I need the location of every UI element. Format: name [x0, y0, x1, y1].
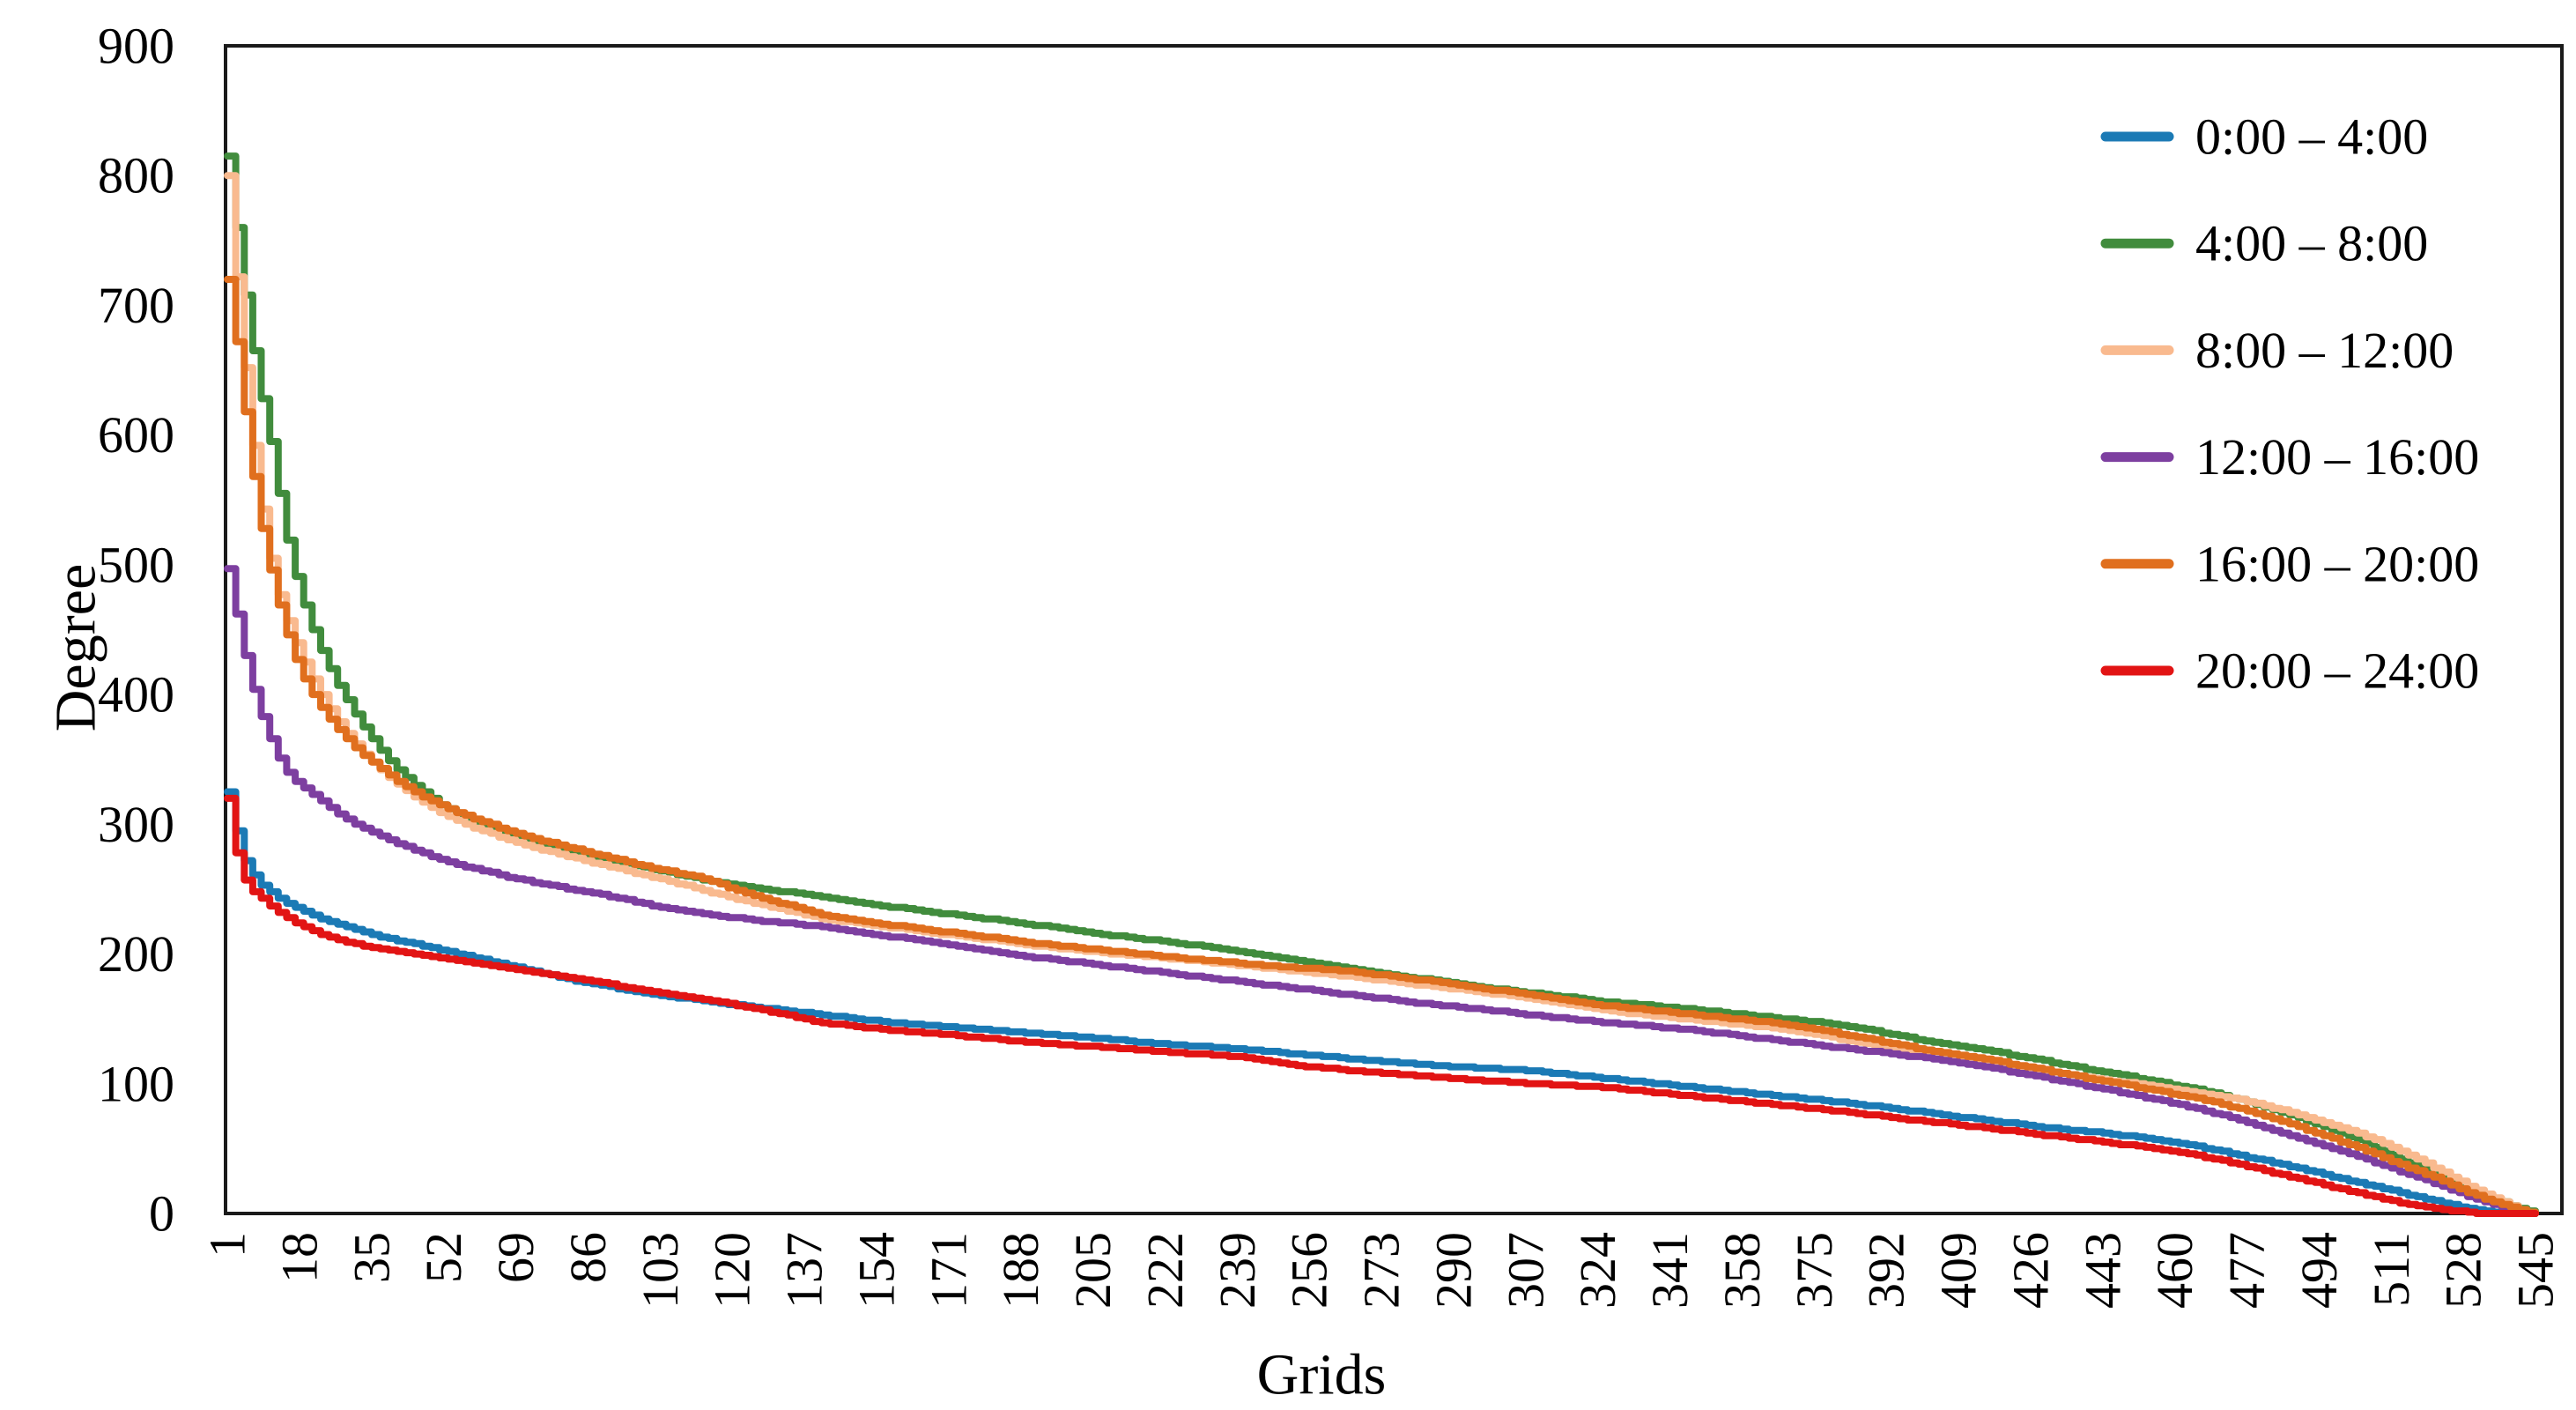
y-tick-500: 500 [98, 536, 174, 593]
y-tick-600: 600 [98, 406, 174, 464]
x-tick-324: 324 [1569, 1232, 1626, 1309]
y-tick-100: 100 [98, 1055, 174, 1112]
y-tick-300: 300 [98, 796, 174, 853]
x-tick-460: 460 [2146, 1232, 2203, 1309]
y-axis-tick-labels: 0 100 200 300 400 500 600 700 800 900 [98, 18, 174, 1243]
x-tick-477: 477 [2218, 1232, 2276, 1309]
legend-label: 12:00 – 16:00 [2195, 428, 2479, 486]
x-tick-205: 205 [1064, 1232, 1121, 1309]
x-tick-188: 188 [992, 1232, 1049, 1309]
legend-label: 4:00 – 8:00 [2195, 215, 2428, 272]
x-tick-426: 426 [2002, 1232, 2059, 1309]
legend-row-6: 20:00 – 24:00 [2100, 642, 2479, 700]
x-tick-137: 137 [776, 1232, 833, 1309]
x-tick-154: 154 [848, 1232, 905, 1309]
x-tick-511: 511 [2363, 1232, 2420, 1307]
x-tick-341: 341 [1641, 1232, 1699, 1309]
y-tick-900: 900 [98, 18, 174, 75]
series-line-4 [224, 565, 2539, 1217]
x-tick-443: 443 [2074, 1232, 2131, 1309]
legend-row-4: 12:00 – 16:00 [2100, 428, 2479, 486]
x-tick-171: 171 [920, 1232, 977, 1309]
legend-row-3: 8:00 – 12:00 [2100, 322, 2454, 379]
x-tick-273: 273 [1353, 1232, 1410, 1309]
x-tick-222: 222 [1136, 1232, 1194, 1309]
x-axis-title: Grids [1257, 1343, 1387, 1407]
x-tick-120: 120 [704, 1232, 761, 1309]
y-tick-200: 200 [98, 925, 174, 983]
x-tick-545: 545 [2507, 1232, 2565, 1309]
x-tick-35: 35 [343, 1232, 400, 1283]
legend-label: 20:00 – 24:00 [2195, 642, 2479, 700]
x-tick-290: 290 [1425, 1232, 1482, 1309]
x-tick-1: 1 [199, 1232, 256, 1258]
x-tick-18: 18 [270, 1232, 328, 1283]
series-lines [224, 152, 2539, 1217]
legend-label: 0:00 – 4:00 [2195, 108, 2428, 166]
legend-row-5: 16:00 – 20:00 [2100, 535, 2479, 592]
y-tick-800: 800 [98, 147, 174, 204]
y-tick-700: 700 [98, 277, 174, 334]
y-axis-title: Degree [44, 564, 108, 732]
y-tick-400: 400 [98, 666, 174, 724]
x-tick-494: 494 [2291, 1232, 2348, 1309]
x-tick-409: 409 [1930, 1232, 1988, 1309]
x-tick-375: 375 [1786, 1232, 1843, 1309]
x-tick-52: 52 [415, 1232, 472, 1283]
legend: 0:00 – 4:00 4:00 – 8:00 8:00 – 12:00 12:00 … [2100, 108, 2479, 700]
legend-label: 8:00 – 12:00 [2195, 322, 2454, 379]
plot-area-border [224, 44, 2564, 1215]
x-axis-tick-labels: 1 18 35 52 69 86 103 120 137 154 171 188 205 222 239 25… [199, 1232, 2565, 1309]
x-tick-69: 69 [487, 1232, 544, 1283]
x-tick-307: 307 [1497, 1232, 1554, 1309]
series-line-5 [224, 276, 2539, 1217]
x-tick-528: 528 [2435, 1232, 2492, 1309]
x-tick-392: 392 [1858, 1232, 1915, 1309]
x-tick-103: 103 [632, 1232, 689, 1309]
y-tick-0: 0 [149, 1185, 174, 1243]
legend-row-1: 0:00 – 4:00 [2100, 108, 2428, 166]
x-tick-239: 239 [1209, 1232, 1266, 1309]
series-line-6 [224, 794, 2539, 1217]
series-line-2 [224, 152, 2539, 1217]
x-tick-256: 256 [1281, 1232, 1338, 1309]
legend-label: 16:00 – 20:00 [2195, 535, 2479, 592]
x-tick-86: 86 [559, 1232, 617, 1283]
x-tick-358: 358 [1714, 1232, 1771, 1309]
legend-row-2: 4:00 – 8:00 [2100, 215, 2428, 272]
